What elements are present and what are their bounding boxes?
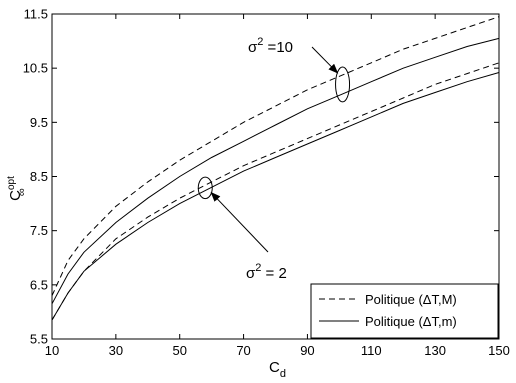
x-tick-label: 110 — [361, 343, 382, 358]
y-tick-label: 7.5 — [30, 223, 48, 238]
x-tick-label: 30 — [109, 343, 123, 358]
annotation-arrow — [210, 191, 269, 253]
y-tick-label: 9.5 — [30, 115, 48, 130]
x-axis-label: Cd — [269, 359, 286, 380]
y-axis-label: Copt∞ — [6, 176, 28, 201]
series-layer — [51, 16, 500, 321]
annotation-label: σ2 =10 — [248, 36, 293, 56]
axis-layer: 10 30 50 70 90 110 130 150 5.5 6.5 7.5 8.5 9.5 10.5 11… — [6, 7, 510, 381]
annotation-ellipse — [197, 176, 213, 200]
y-tick-label: 6.5 — [30, 277, 48, 292]
annotation-ellipse — [335, 66, 351, 103]
x-tick-label: 50 — [172, 343, 186, 358]
y-tick-label: 5.5 — [30, 332, 48, 347]
legend-box — [310, 283, 499, 339]
series-line-sigma2=2-dashed — [51, 62, 500, 321]
x-tick-label: 70 — [236, 343, 250, 358]
series-line-sigma2=2-solid — [51, 72, 500, 321]
x-tick-label: 130 — [424, 343, 446, 358]
annotation-layer: σ2 =10 σ2 = 2 — [197, 36, 351, 282]
annotation-arrow — [311, 46, 339, 74]
y-tick-label: 8.5 — [30, 169, 48, 184]
y-tick-label: 10.5 — [23, 61, 48, 76]
legend-label: Politique (ΔT,M) — [365, 292, 457, 307]
y-tick-label: 11.5 — [24, 7, 48, 22]
legend-label: Politique (ΔT,m) — [365, 314, 457, 329]
annotation-label: σ2 = 2 — [246, 262, 287, 282]
x-tick-label: 10 — [45, 343, 59, 358]
series-line-sigma2=10-dashed — [51, 16, 500, 296]
x-tick-label: 90 — [300, 343, 314, 358]
series-line-sigma2=10-solid — [51, 37, 500, 305]
x-tick-label: 150 — [488, 343, 510, 358]
legend: Politique (ΔT,M) Politique (ΔT,m) — [310, 283, 499, 339]
